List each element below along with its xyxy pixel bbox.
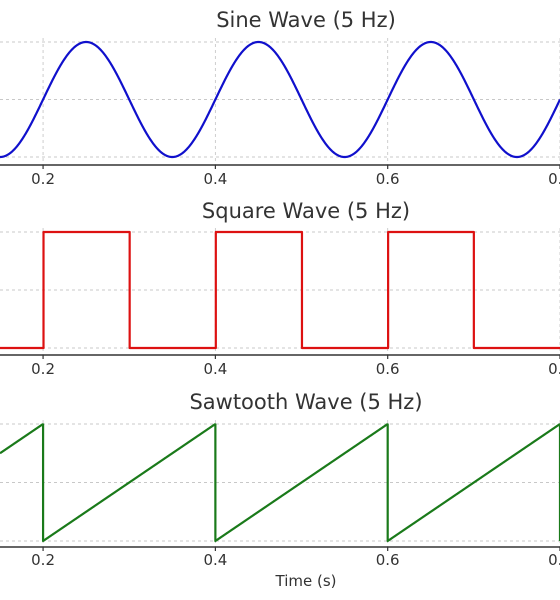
x-tick-label: 0.2 [31, 551, 55, 569]
grid [0, 228, 560, 355]
x-tick-label: 0.4 [203, 551, 227, 569]
chart-title: Sine Wave (5 Hz) [216, 8, 396, 32]
sawtooth-wave-panel: Sawtooth Wave (5 Hz) 0.2 0.4 0.6 0.8 [0, 390, 560, 569]
x-ticks: 0.2 0.4 0.6 0.8 [31, 547, 560, 569]
sine-wave-panel: Sine Wave (5 Hz) 0.2 0.4 0.6 0.8 [0, 8, 560, 188]
square-wave-panel: Square Wave (5 Hz) 0.2 0.4 0.6 0.8 [0, 199, 560, 378]
x-tick-label: 0.8 [548, 360, 560, 378]
x-tick-label: 0.4 [203, 360, 227, 378]
plot-area [0, 230, 560, 350]
x-tick-label: 0.6 [376, 170, 400, 188]
sine-series-line [0, 40, 560, 159]
x-tick-label: 0.2 [31, 360, 55, 378]
x-tick-label: 0.8 [548, 170, 560, 188]
sawtooth-series-line [0, 423, 560, 543]
plot-area [0, 423, 560, 543]
x-tick-label: 0.6 [376, 551, 400, 569]
grid [0, 420, 560, 547]
x-tick-label: 0.4 [203, 170, 227, 188]
x-tick-label: 0.8 [548, 551, 560, 569]
x-ticks: 0.2 0.4 0.6 0.8 [31, 165, 560, 188]
x-tick-label: 0.2 [31, 170, 55, 188]
x-ticks: 0.2 0.4 0.6 0.8 [31, 355, 560, 378]
square-series-line [0, 230, 560, 350]
x-tick-label: 0.6 [376, 360, 400, 378]
chart-title: Sawtooth Wave (5 Hz) [189, 390, 422, 414]
x-axis-label: Time (s) [275, 572, 337, 590]
plot-area [0, 40, 560, 159]
chart-title: Square Wave (5 Hz) [202, 199, 410, 223]
